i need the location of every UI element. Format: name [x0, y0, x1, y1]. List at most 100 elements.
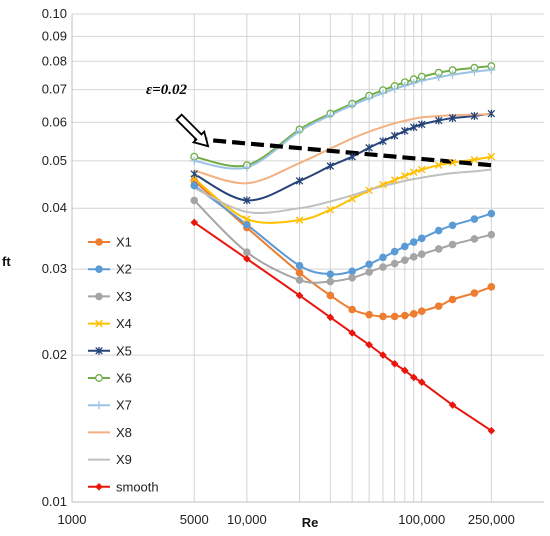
point-x1	[487, 283, 496, 291]
legend-label-x7: X7	[116, 398, 132, 413]
legend: X1 X2 X3 X4 X5 X6 X7 X8 X9 smooth	[88, 235, 159, 494]
legend-label-x6: X6	[116, 371, 132, 386]
x-tick-label: 100,000	[398, 512, 445, 527]
y-tick-label: 0.01	[42, 494, 67, 509]
legend-marker-x4	[95, 319, 103, 328]
point-x2	[470, 215, 479, 223]
point-x2	[434, 226, 443, 235]
point-x2	[448, 221, 457, 230]
point-x3	[379, 263, 387, 271]
x-tick-label: 1000	[58, 512, 87, 527]
point-x3	[390, 259, 399, 268]
point-x4	[434, 161, 443, 169]
point-x3	[434, 245, 443, 253]
annotation-group: ε=0.02	[146, 82, 210, 148]
legend-label-x8: X8	[116, 425, 132, 440]
y-tick-label: 0.03	[42, 261, 67, 276]
point-x7	[417, 76, 426, 85]
legend-marker-smooth	[95, 483, 103, 491]
x-tick-label: 250,000	[468, 512, 515, 527]
point-x7	[409, 79, 418, 88]
point-x5	[401, 127, 409, 135]
point-x5	[326, 162, 335, 170]
point-x4	[243, 215, 251, 223]
point-x4	[365, 186, 373, 195]
point-x7	[326, 111, 335, 120]
point-x3	[401, 256, 409, 264]
point-x5	[379, 137, 387, 145]
annotation-label: ε=0.02	[146, 82, 187, 98]
legend-marker-x3	[95, 292, 103, 301]
point-smooth	[295, 291, 304, 300]
annotation-arrow	[175, 113, 210, 148]
point-x1	[326, 291, 335, 300]
gridlines	[72, 13, 544, 503]
series-line-x9	[193, 168, 492, 215]
y-tick-label: 0.10	[42, 6, 67, 21]
point-x7	[434, 73, 443, 82]
point-x4	[348, 195, 356, 203]
point-x3	[409, 253, 418, 261]
reference-line-epsilon	[194, 136, 492, 168]
x-axis-label: Re	[302, 515, 319, 530]
axes: 0.01 0.02 0.03 0.04 0.05 0.06 0.07 0.08 0.09 0.10…	[42, 6, 544, 527]
point-smooth	[190, 218, 199, 227]
point-x3	[243, 248, 251, 257]
point-x1	[409, 310, 418, 318]
point-x4	[409, 168, 418, 177]
point-x1	[379, 312, 387, 321]
point-x7	[390, 84, 399, 93]
point-smooth	[243, 255, 251, 263]
legend-marker-x6	[95, 374, 103, 382]
x-tick-label: 5000	[180, 512, 209, 527]
point-x2	[243, 220, 251, 229]
point-x7	[487, 65, 496, 74]
point-x1	[448, 295, 457, 304]
legend-label-x9: X9	[116, 452, 132, 467]
point-x5	[434, 116, 443, 125]
point-x3	[190, 196, 199, 205]
point-x7	[348, 101, 357, 110]
legend-marker-x7	[95, 401, 103, 410]
point-x2	[365, 260, 373, 269]
point-smooth	[348, 329, 356, 337]
y-tick-label: 0.09	[42, 28, 67, 43]
legend-marker-x5	[95, 346, 103, 355]
point-x3	[326, 277, 335, 286]
y-tick-label: 0.08	[42, 53, 67, 68]
point-x2	[417, 234, 426, 243]
point-smooth	[401, 366, 409, 375]
point-x4	[326, 205, 335, 214]
y-tick-label: 0.04	[42, 200, 67, 215]
legend-label-smooth: smooth	[116, 479, 159, 494]
point-x5	[348, 152, 356, 161]
legend-label-x1: X1	[116, 235, 132, 250]
point-smooth	[409, 373, 418, 382]
point-x4	[379, 180, 387, 189]
point-x5	[390, 131, 399, 140]
y-tick-label: 0.05	[42, 153, 67, 168]
point-smooth	[448, 401, 457, 409]
point-x1	[390, 312, 399, 321]
point-x5	[295, 176, 304, 185]
series-markers	[190, 62, 496, 435]
point-x7	[242, 163, 251, 172]
point-smooth	[417, 378, 426, 386]
point-x5	[243, 196, 251, 205]
point-x2	[487, 209, 496, 218]
point-x3	[448, 240, 457, 249]
point-smooth	[390, 359, 399, 368]
point-x3	[348, 274, 356, 282]
point-x1	[295, 268, 304, 277]
point-x3	[417, 250, 426, 258]
point-x7	[448, 70, 457, 79]
point-x2	[401, 242, 409, 251]
point-x3	[295, 276, 304, 284]
point-x4	[417, 165, 426, 174]
y-tick-label: 0.06	[42, 114, 67, 129]
point-x7	[190, 156, 199, 165]
point-x5	[448, 114, 457, 122]
point-x2	[348, 267, 356, 276]
